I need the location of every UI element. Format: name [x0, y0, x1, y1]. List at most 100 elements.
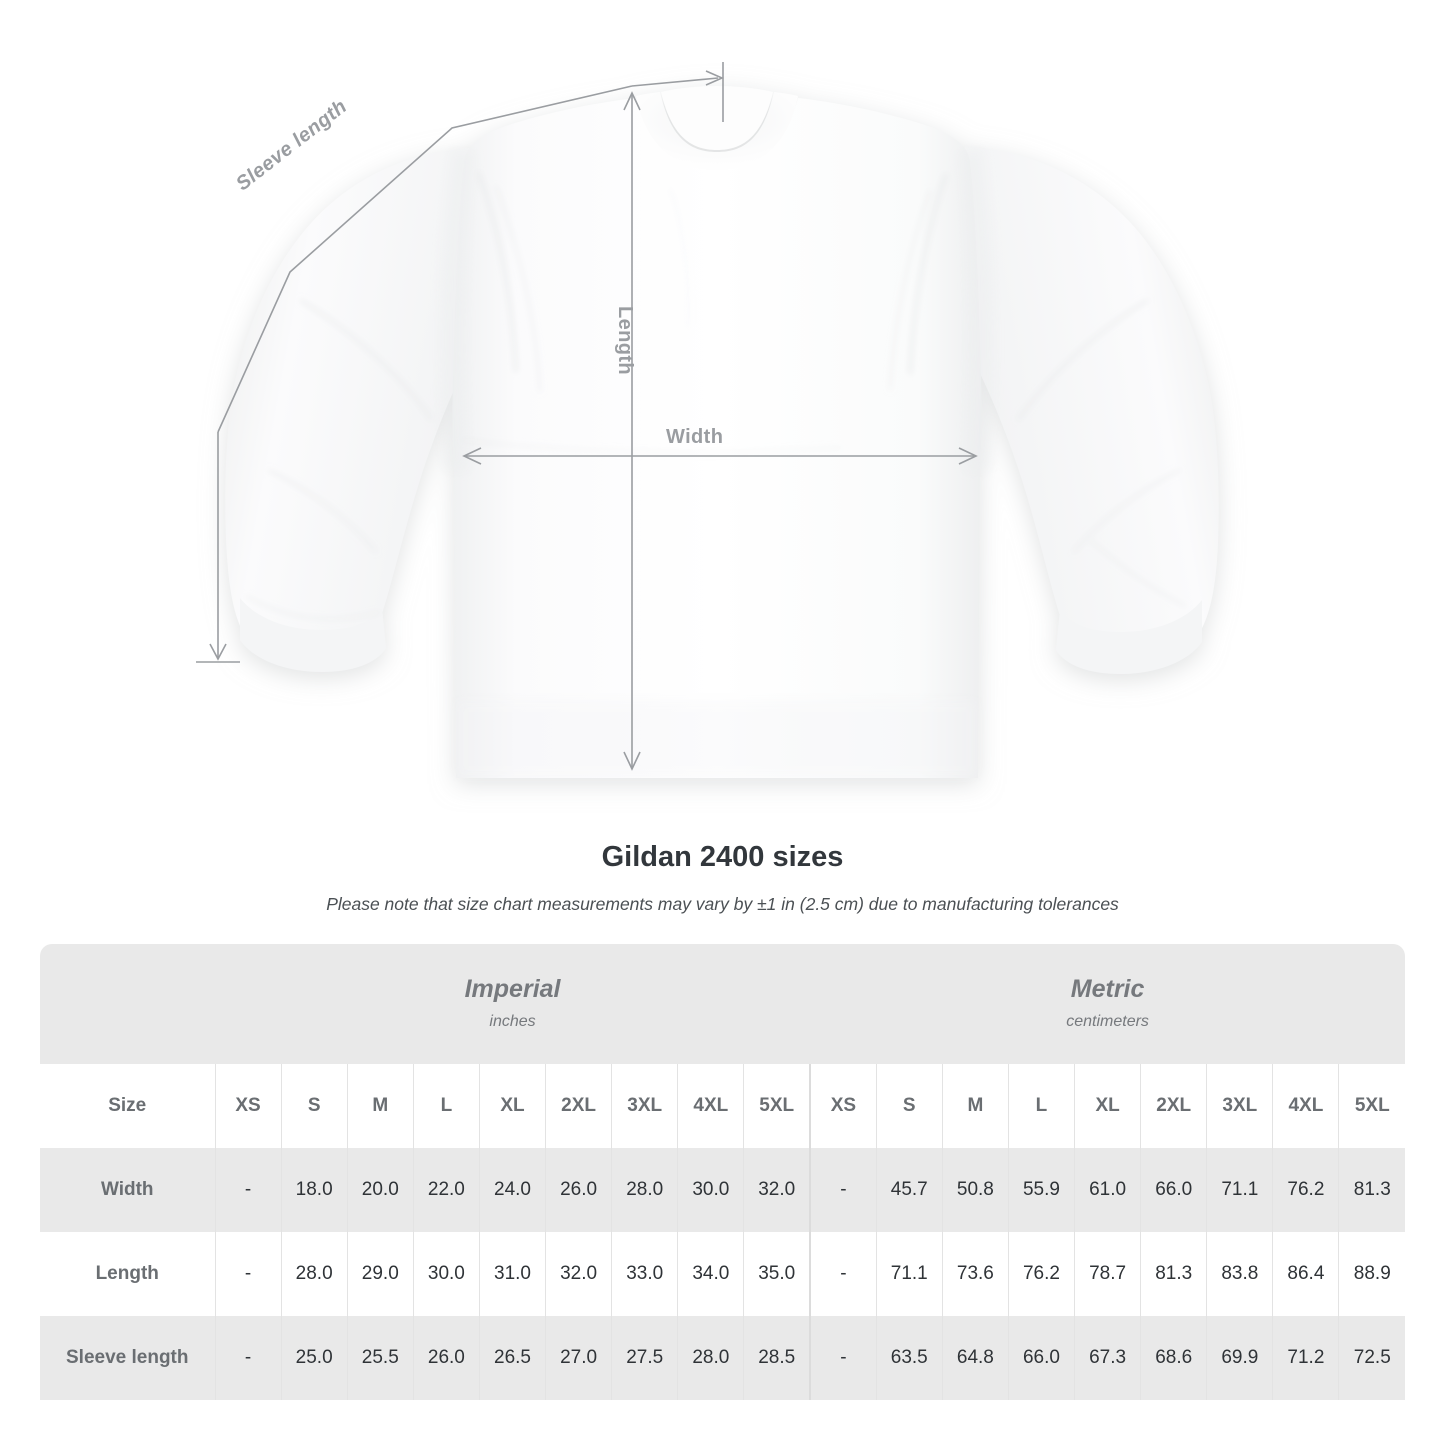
- cell-length-metric-3xl: 83.8: [1206, 1232, 1273, 1316]
- cell-length-metric-s: 71.1: [875, 1232, 943, 1316]
- size-column-header-imperial-xs: XS: [214, 1064, 282, 1148]
- cell-sleeve-length-metric-l: 66.0: [1007, 1316, 1075, 1400]
- shirt-body: [452, 98, 982, 778]
- unit-group-name: Imperial: [464, 975, 561, 1003]
- cell-length-metric-4xl: 86.4: [1272, 1232, 1339, 1316]
- cell-length-metric-5xl: 88.9: [1338, 1232, 1406, 1316]
- cell-length-imperial-5xl: 35.0: [743, 1232, 811, 1316]
- cell-sleeve-length-metric-m: 64.8: [941, 1316, 1009, 1400]
- page-title: Gildan 2400 sizes: [601, 841, 844, 873]
- cell-length-metric-2xl: 81.3: [1140, 1232, 1207, 1316]
- right-sleeve: [958, 146, 1219, 647]
- right-cuff: [1056, 600, 1202, 674]
- cell-sleeve-length-imperial-l: 26.0: [412, 1316, 480, 1400]
- cell-width-imperial-m: 20.0: [346, 1148, 414, 1232]
- cell-length-metric-l: 76.2: [1007, 1232, 1075, 1316]
- unit-banner-spacer: [40, 944, 215, 1064]
- cell-length-metric-xs: -: [809, 1232, 877, 1316]
- cell-sleeve-length-metric-xl: 67.3: [1074, 1316, 1141, 1400]
- table-row-sleeve-length: Sleeve length -25.0 25.5 26.0 26.5 27.0 27.5 28…: [40, 1316, 1406, 1400]
- cell-width-metric-4xl: 76.2: [1272, 1148, 1339, 1232]
- length-dimension-label: Length: [614, 306, 636, 376]
- cell-length-imperial-2xl: 32.0: [545, 1232, 612, 1316]
- table-row-length: Length -28.0 29.0 30.0 31.0 32.0 33.0 34.0 35.0-…: [40, 1232, 1406, 1316]
- cell-length-imperial-l: 30.0: [412, 1232, 480, 1316]
- sleeve-top-segment: [631, 77, 719, 87]
- size-column-header-imperial-4xl: 4XL: [677, 1064, 744, 1148]
- sleeve-arrow-head: [209, 643, 227, 661]
- sleeve-top-arrow-head: [705, 70, 724, 86]
- cell-width-metric-2xl: 66.0: [1140, 1148, 1207, 1232]
- size-header-row: Size XS S M L XL 2XL 3XL 4XL 5XL XS S M L XL 2XL 3XL 4XL 5…: [40, 1064, 1406, 1148]
- cell-length-imperial-m: 29.0: [346, 1232, 414, 1316]
- size-column-header-metric-m: M: [941, 1064, 1009, 1148]
- unit-banner-row: Imperial inches Metric centimeters: [40, 944, 1406, 1064]
- size-column-header-metric-2xl: 2XL: [1140, 1064, 1207, 1148]
- size-column-header-imperial-3xl: 3XL: [611, 1064, 678, 1148]
- unit-group-subtitle: inches: [489, 1013, 536, 1030]
- size-column-header-imperial-l: L: [412, 1064, 480, 1148]
- size-column-header-metric-5xl: 5XL: [1338, 1064, 1406, 1148]
- garment-illustration: Sleeve length Length Width: [196, 62, 1219, 778]
- cell-sleeve-length-metric-5xl: 72.5: [1338, 1316, 1406, 1400]
- cell-length-imperial-xs: -: [214, 1232, 282, 1316]
- cell-sleeve-length-metric-s: 63.5: [875, 1316, 943, 1400]
- size-column-header-imperial-xl: XL: [478, 1064, 546, 1148]
- cell-width-metric-xl: 61.0: [1074, 1148, 1141, 1232]
- length-top-arrow-head: [623, 91, 641, 111]
- row-label-sleeve-length: Sleeve length: [40, 1316, 215, 1400]
- size-column-header-metric-s: S: [875, 1064, 943, 1148]
- cell-sleeve-length-metric-3xl: 69.9: [1206, 1316, 1273, 1400]
- cell-sleeve-length-metric-xs: -: [809, 1316, 877, 1400]
- size-column-header-imperial-2xl: 2XL: [545, 1064, 612, 1148]
- sleeve-diagonal-segment: [217, 85, 633, 433]
- cell-sleeve-length-metric-4xl: 71.2: [1272, 1316, 1339, 1400]
- dimension-lines: [196, 62, 978, 771]
- cell-width-imperial-2xl: 26.0: [545, 1148, 612, 1232]
- cell-width-metric-3xl: 71.1: [1206, 1148, 1273, 1232]
- size-column-header-metric-4xl: 4XL: [1272, 1064, 1339, 1148]
- cell-sleeve-length-imperial-s: 25.0: [280, 1316, 348, 1400]
- cell-length-imperial-xl: 31.0: [478, 1232, 546, 1316]
- cell-length-metric-m: 73.6: [941, 1232, 1009, 1316]
- cell-sleeve-length-imperial-2xl: 27.0: [545, 1316, 612, 1400]
- cell-width-metric-m: 50.8: [941, 1148, 1009, 1232]
- collar-outer: [636, 92, 798, 170]
- size-column-header-metric-3xl: 3XL: [1206, 1064, 1273, 1148]
- size-column-header-metric-xl: XL: [1074, 1064, 1141, 1148]
- cell-width-imperial-s: 18.0: [280, 1148, 348, 1232]
- cell-sleeve-length-metric-2xl: 68.6: [1140, 1316, 1207, 1400]
- shirt-diagram-svg: [196, 62, 1219, 778]
- size-column-header-metric-xs: XS: [809, 1064, 877, 1148]
- cell-width-metric-xs: -: [809, 1148, 877, 1232]
- left-cuff: [240, 598, 386, 672]
- cell-sleeve-length-imperial-xl: 26.5: [478, 1316, 546, 1400]
- size-column-header-imperial-s: S: [280, 1064, 348, 1148]
- row-label-length: Length: [40, 1232, 215, 1316]
- cell-width-imperial-xs: -: [214, 1148, 282, 1232]
- cell-width-metric-l: 55.9: [1007, 1148, 1075, 1232]
- row-label-width: Width: [40, 1148, 215, 1232]
- fabric-folds: [245, 171, 1187, 620]
- shirt-body-group: [225, 86, 1219, 778]
- cell-width-imperial-5xl: 32.0: [743, 1148, 811, 1232]
- width-right-arrow-head: [958, 447, 978, 465]
- cell-width-imperial-l: 22.0: [412, 1148, 480, 1232]
- cell-length-imperial-4xl: 34.0: [677, 1232, 744, 1316]
- cell-width-metric-s: 45.7: [875, 1148, 943, 1232]
- table-row-width: Width -18.0 20.0 22.0 24.0 26.0 28.0 30.0 32.0-4…: [40, 1148, 1406, 1232]
- cell-sleeve-length-imperial-3xl: 27.5: [611, 1316, 678, 1400]
- unit-group-metric: Metric centimeters: [810, 944, 1406, 1064]
- width-line: [462, 447, 978, 465]
- size-header-label: Size: [40, 1064, 215, 1148]
- cell-width-metric-5xl: 81.3: [1338, 1148, 1406, 1232]
- cell-sleeve-length-imperial-4xl: 28.0: [677, 1316, 744, 1400]
- length-bottom-arrow-head: [623, 751, 641, 771]
- cell-length-imperial-s: 28.0: [280, 1232, 348, 1316]
- unit-group-subtitle: centimeters: [1066, 1013, 1149, 1030]
- size-column-header-imperial-m: M: [346, 1064, 414, 1148]
- sleeve-length-line: [196, 62, 724, 663]
- cell-width-imperial-3xl: 28.0: [611, 1148, 678, 1232]
- cell-length-metric-xl: 78.7: [1074, 1232, 1141, 1316]
- cell-length-imperial-3xl: 33.0: [611, 1232, 678, 1316]
